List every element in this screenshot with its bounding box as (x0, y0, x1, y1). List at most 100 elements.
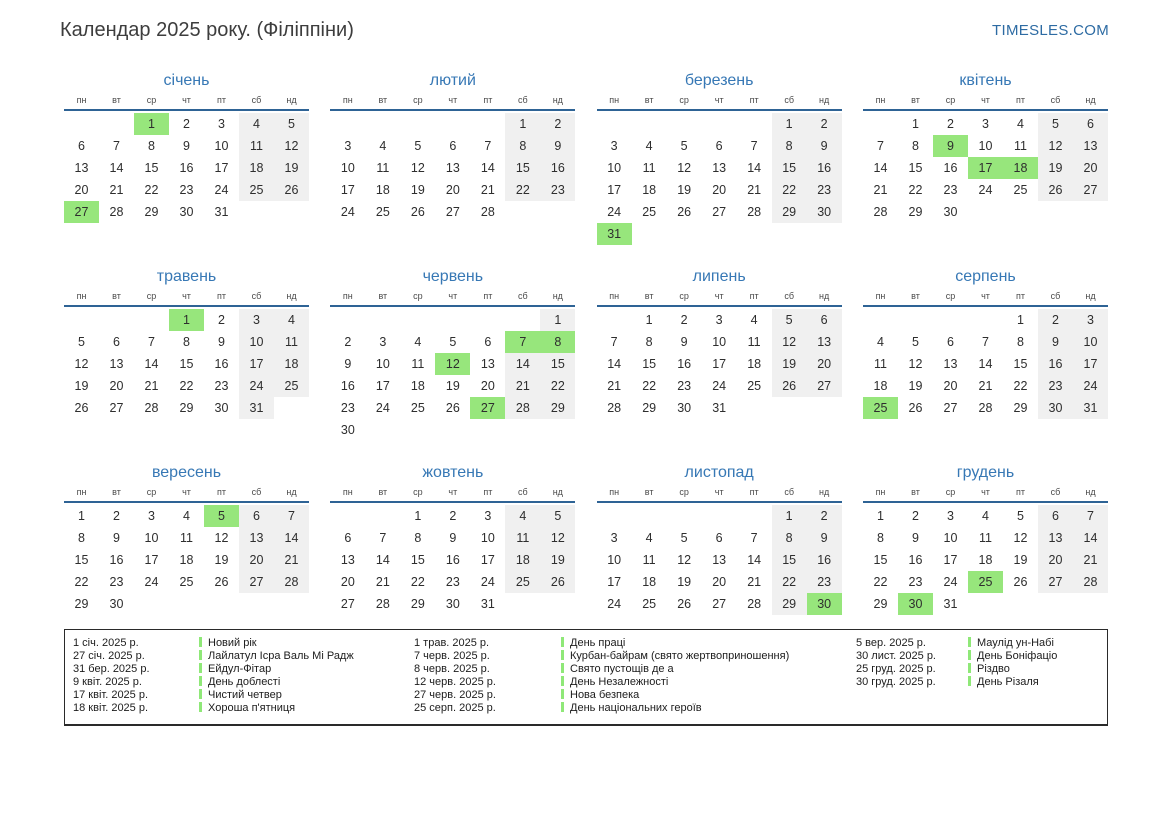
day-cell: 15 (873, 553, 888, 567)
day-cell: 11 (239, 135, 274, 157)
day-cell: 29 (410, 597, 425, 611)
month-block: січень пн вт ср чт пт сб нд 1 2 3 4 5 6 7 8 9 10 11 12 13 14 1… (64, 70, 309, 223)
legend-item-label: Лайлатул Ісра Валь Мі Радж (208, 650, 354, 662)
day-cell: 10 (607, 161, 622, 175)
empty-cell (505, 309, 540, 331)
day-cell: 12 (435, 353, 471, 375)
day-cell: 7 (379, 531, 387, 545)
day-cell: 22 (505, 179, 541, 201)
day-cell: 6 (344, 531, 352, 545)
empty-cell (400, 113, 435, 135)
day-cell: 18 (274, 353, 309, 375)
weekday-label: вт (644, 95, 654, 105)
day-cell: 17 (214, 161, 229, 175)
day-grid: 1 2 3 4 5 6 7 8 9 10 11 12 13 14 15 16 17 18 19 20 21 22 23 24 2… (597, 309, 842, 419)
day-cell: 14 (1072, 527, 1108, 549)
weekday-label: нд (1085, 95, 1096, 105)
month-block: квітень пн вт ср чт пт сб нд 1 2 3 4 5 6 7 8 9 10 11 12 13 14… (862, 70, 1108, 223)
weekday-label: пн (875, 95, 886, 105)
legend-item-name: День праці (561, 637, 856, 650)
brand-link[interactable]: TIMESLES.COM (992, 22, 1109, 39)
day-cell: 4 (379, 139, 387, 153)
day-cell: 31 (480, 597, 495, 611)
day-cell: 21 (375, 575, 390, 589)
day-cell: 25 (747, 379, 762, 393)
day-cell: 26 (1037, 179, 1073, 201)
day-cell: 20 (712, 575, 727, 589)
weekday-label: чт (448, 95, 458, 105)
day-cell: 26 (677, 597, 692, 611)
holiday-marker (561, 676, 564, 686)
day-cell: 19 (677, 575, 692, 589)
day-cell: 5 (540, 505, 576, 527)
day-cell: 27 (64, 201, 99, 223)
day-cell: 4 (750, 313, 758, 327)
day-cell: 18 (239, 157, 274, 179)
weekday-label: нд (286, 291, 297, 301)
legend-item-name: Ейдул-Фітар (199, 663, 414, 676)
day-cell: 24 (978, 183, 993, 197)
day-cell: 25 (179, 575, 194, 589)
day-grid: 1 2 3 4 5 6 7 8 9 10 11 12 13 14 15 16 17 18 19 20 21 22 23 24 2… (64, 505, 309, 615)
legend-item-name: День Різаля (968, 676, 1099, 689)
day-cell: 10 (239, 331, 274, 353)
weekday-header: пн вт ср чт пт сб нд (862, 94, 1108, 111)
holiday-marker (199, 702, 202, 712)
weekday-label: ср (679, 291, 689, 301)
empty-cell (64, 309, 99, 331)
day-cell: 24 (375, 401, 390, 415)
legend-item-name: Нова безпека (561, 689, 856, 702)
weekday-label: вт (378, 95, 388, 105)
day-cell: 25 (239, 179, 274, 201)
day-cell: 22 (179, 379, 194, 393)
day-cell: 6 (78, 139, 85, 153)
day-cell: 28 (747, 205, 762, 219)
day-cell: 1 (540, 309, 576, 331)
legend-column: 1 січ. 2025 р. Новий рік 27 січ. 2025 р. Ла… (73, 637, 414, 715)
day-cell: 7 (610, 335, 618, 349)
day-cell: 9 (113, 531, 120, 545)
day-cell: 13 (445, 161, 460, 175)
day-cell: 20 (445, 183, 460, 197)
day-cell: 17 (1072, 353, 1108, 375)
day-cell: 6 (113, 335, 120, 349)
day-cell: 22 (1013, 379, 1028, 393)
day-cell: 23 (806, 179, 842, 201)
empty-cell (737, 505, 772, 527)
day-cell: 25 (505, 571, 541, 593)
day-cell: 6 (449, 139, 457, 153)
month-block: листопад пн вт ср чт пт сб нд 1 2 3 4 5 6 7 8 9 10 11 12 13 1… (596, 462, 842, 615)
day-cell: 2 (680, 313, 688, 327)
day-cell: 27 (943, 401, 958, 415)
day-cell: 29 (908, 205, 923, 219)
day-cell: 14 (144, 357, 159, 371)
day-cell: 22 (873, 575, 888, 589)
day-cell: 24 (340, 205, 355, 219)
day-cell: 23 (677, 379, 692, 393)
month-title: жовтень (422, 464, 484, 481)
weekday-label: пн (76, 291, 87, 301)
day-cell: 2 (540, 113, 576, 135)
day-cell: 25 (274, 375, 309, 397)
weekday-label: вт (112, 487, 121, 497)
weekday-label: сб (1050, 487, 1061, 497)
day-cell: 22 (410, 575, 425, 589)
weekday-label: нд (286, 95, 297, 105)
day-cell: 15 (505, 157, 541, 179)
day-cell: 20 (340, 575, 355, 589)
day-cell: 1 (169, 309, 204, 331)
day-cell: 23 (445, 575, 460, 589)
day-cell: 8 (414, 531, 422, 545)
holiday-marker (561, 663, 564, 673)
month-block: травень пн вт ср чт пт сб нд 1 2 3 4 5 6 7 8 9 10 11 12 13 14… (64, 266, 309, 419)
day-cell: 4 (645, 531, 653, 545)
day-cell: 17 (340, 183, 355, 197)
legend-item-name: День доблесті (199, 676, 414, 689)
month-title: січень (163, 72, 210, 89)
day-cell: 10 (712, 335, 727, 349)
weekday-label: сб (251, 95, 262, 105)
day-cell: 23 (214, 379, 229, 393)
day-cell: 14 (109, 161, 124, 175)
day-cell: 13 (943, 357, 958, 371)
weekday-header: пн вт ср чт пт сб нд (596, 94, 842, 111)
